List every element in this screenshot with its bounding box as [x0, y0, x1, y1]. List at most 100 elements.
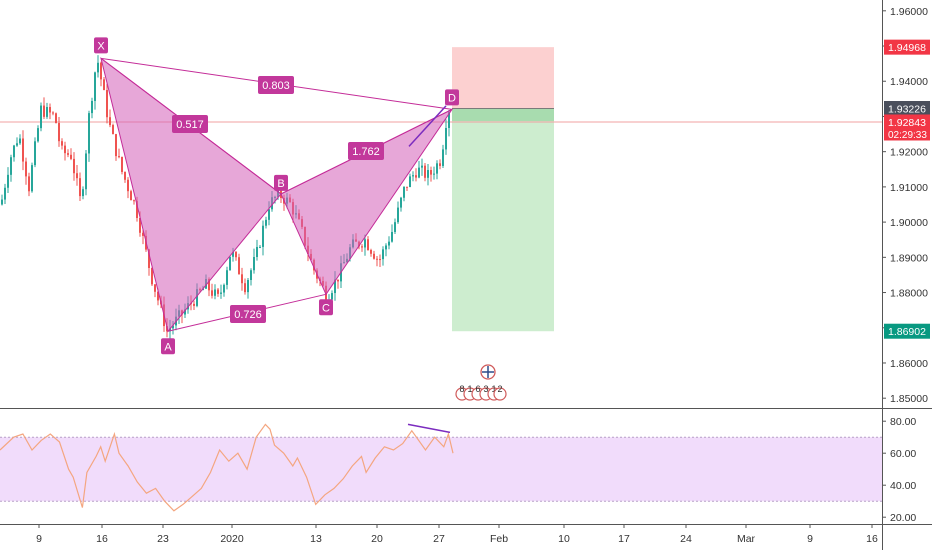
candle-body [19, 138, 21, 144]
candle-body [253, 256, 255, 271]
candle-body [193, 303, 195, 306]
candle [4, 183, 6, 205]
candle [64, 141, 66, 161]
price-tick-label: 1.90000 [890, 217, 928, 229]
candle-body [127, 179, 129, 192]
candle-body [88, 113, 90, 154]
candle [427, 163, 429, 186]
pattern-point-x[interactable]: X [94, 37, 108, 54]
ratio-label-bd[interactable]: 1.762 [348, 142, 384, 160]
ratio-label-xd[interactable]: 0.803 [258, 76, 294, 94]
pattern-point-label: D [448, 92, 456, 104]
candle [385, 243, 387, 257]
candle-body [424, 165, 426, 178]
candle [43, 97, 45, 119]
price-tag-box [884, 114, 930, 141]
pattern-point-label: B [277, 178, 284, 190]
price-tag-target: 1.86902 [884, 323, 930, 339]
candle [22, 130, 24, 171]
candle [424, 162, 426, 182]
candle-body [103, 79, 105, 91]
candle-body [250, 270, 252, 280]
candle-body [445, 127, 447, 150]
candle-body [400, 197, 402, 208]
candle [238, 253, 240, 275]
candle [58, 117, 60, 147]
event-marker-count: 2 [497, 384, 502, 394]
ratio-label-ac[interactable]: 0.726 [230, 305, 266, 323]
candle-body [376, 258, 378, 260]
candle-body [244, 283, 246, 293]
candle [433, 166, 435, 180]
rsi-line [0, 423, 454, 512]
candle-body [4, 187, 6, 200]
pattern-point-d[interactable]: D [445, 89, 459, 106]
candle [118, 148, 120, 159]
candle-body [364, 239, 366, 248]
time-tick-label: 2020 [220, 533, 244, 545]
candle-body [361, 246, 363, 248]
pattern-point-a[interactable]: A [161, 338, 175, 355]
candle [67, 149, 69, 158]
time-tick-label: Feb [490, 533, 508, 545]
pattern-point-box [94, 37, 108, 54]
price-tick-label: 1.85000 [890, 393, 928, 405]
candle-body [115, 134, 117, 157]
rsi-tick-label: 20.00 [890, 512, 916, 524]
candle [94, 71, 96, 110]
price-tag-box [884, 100, 930, 116]
candle-body [280, 188, 282, 199]
candle-body [367, 239, 369, 251]
candle [79, 172, 81, 201]
candle-body [13, 145, 15, 158]
candle-body [7, 174, 9, 188]
time-tick-label: Mar [737, 533, 756, 545]
ratio-label-xb[interactable]: 0.517 [172, 115, 208, 133]
pattern-point-b[interactable]: B [274, 174, 288, 191]
candle [364, 234, 366, 256]
candle-body [31, 165, 33, 192]
candle [262, 220, 264, 256]
candle [154, 284, 156, 298]
candle-body [124, 171, 126, 180]
candle-body [334, 279, 336, 294]
stop-loss-zone [452, 47, 554, 109]
candle-body [214, 289, 216, 296]
price-tag-box [884, 323, 930, 339]
candle-body [196, 289, 198, 306]
candle [226, 266, 228, 290]
candle-body [226, 270, 228, 285]
candle-body [433, 173, 435, 175]
candle [415, 168, 417, 182]
candle-body [439, 163, 441, 166]
candle [55, 112, 57, 124]
event-marker-count: 6 [475, 384, 480, 394]
price-tag-value: 1.94968 [888, 42, 926, 54]
candle [133, 199, 135, 205]
candle [25, 157, 27, 185]
candle-body [229, 256, 231, 271]
price-tick-label: 1.89000 [890, 252, 928, 264]
candle [40, 102, 42, 132]
candle [70, 148, 72, 161]
pattern-point-c[interactable]: C [319, 299, 333, 316]
event-marker[interactable]: 2 [493, 384, 507, 401]
time-tick-label: 23 [157, 533, 169, 545]
price-tag-value: 1.93226 [888, 103, 926, 115]
candle-body [58, 123, 60, 142]
price-tag-value: 1.86902 [888, 326, 926, 338]
candle-body [331, 293, 333, 300]
candle [373, 250, 375, 260]
ratio-value: 1.762 [352, 146, 380, 158]
candle [382, 246, 384, 266]
pattern-point-box [161, 338, 175, 355]
candle-body [394, 222, 396, 232]
candle-body [142, 232, 144, 236]
candle [142, 229, 144, 245]
candle [361, 244, 363, 252]
ratio-box [172, 115, 208, 133]
candle [13, 144, 15, 162]
candle-body [139, 217, 141, 233]
